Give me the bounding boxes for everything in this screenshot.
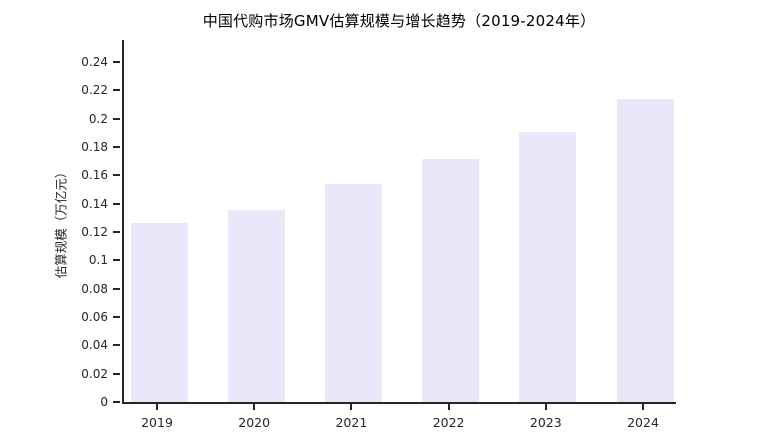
y-tick-mark (113, 89, 120, 91)
x-tick-label: 2023 (529, 415, 562, 430)
y-tick-label: 0.08 (81, 282, 108, 296)
y-tick-mark (113, 174, 120, 176)
y-tick-mark (113, 146, 120, 148)
y-tick-mark (113, 401, 120, 403)
x-tick-mark (642, 404, 644, 410)
x-tick-label: 2019 (141, 415, 173, 430)
bar-2024 (616, 99, 674, 402)
y-tick-label: 0.04 (81, 338, 108, 352)
y-tick-mark (113, 259, 120, 261)
x-tick-label: 2022 (432, 415, 465, 430)
y-tick-label: 0.16 (81, 168, 108, 182)
x-tick-mark (156, 404, 158, 410)
y-tick-mark (113, 373, 120, 375)
y-tick-mark (113, 288, 120, 290)
x-tick-mark (253, 404, 256, 410)
y-tick-label: 0.24 (81, 55, 108, 69)
y-tick-label: 0 (100, 395, 108, 409)
bar-2023 (519, 132, 577, 402)
y-tick-mark (113, 344, 120, 346)
y-tick-label: 0.1 (88, 253, 108, 267)
bar-2021 (324, 184, 382, 402)
bar-2020 (227, 210, 285, 402)
y-tick-mark (113, 316, 120, 318)
y-tick-mark (113, 231, 120, 233)
x-tick-mark (350, 404, 353, 410)
x-tick-mark (447, 404, 450, 410)
y-tick-label: 0.22 (81, 83, 108, 97)
y-tick-label: 0.14 (81, 197, 108, 211)
y-tick-label: 0.12 (81, 225, 108, 239)
y-tick-mark (113, 203, 120, 205)
bar-2022 (422, 159, 480, 402)
bar-2019 (130, 223, 188, 402)
y-tick-label: 0.06 (81, 310, 108, 324)
x-tick-label: 2020 (238, 415, 271, 430)
x-tick-label: 2021 (335, 415, 368, 430)
chart-title: 中国代购市场GMV估算规模与增长趋势（2019-2024年） (202, 12, 596, 30)
y-tick-label: 0.2 (88, 112, 108, 126)
y-tick-mark (113, 61, 120, 63)
x-tick-mark (544, 404, 547, 410)
y-tick-label: 0.02 (81, 367, 108, 381)
plot-area (122, 40, 676, 404)
y-tick-label: 0.18 (81, 140, 108, 154)
x-tick-label: 2024 (627, 415, 659, 430)
y-tick-mark (113, 118, 120, 120)
